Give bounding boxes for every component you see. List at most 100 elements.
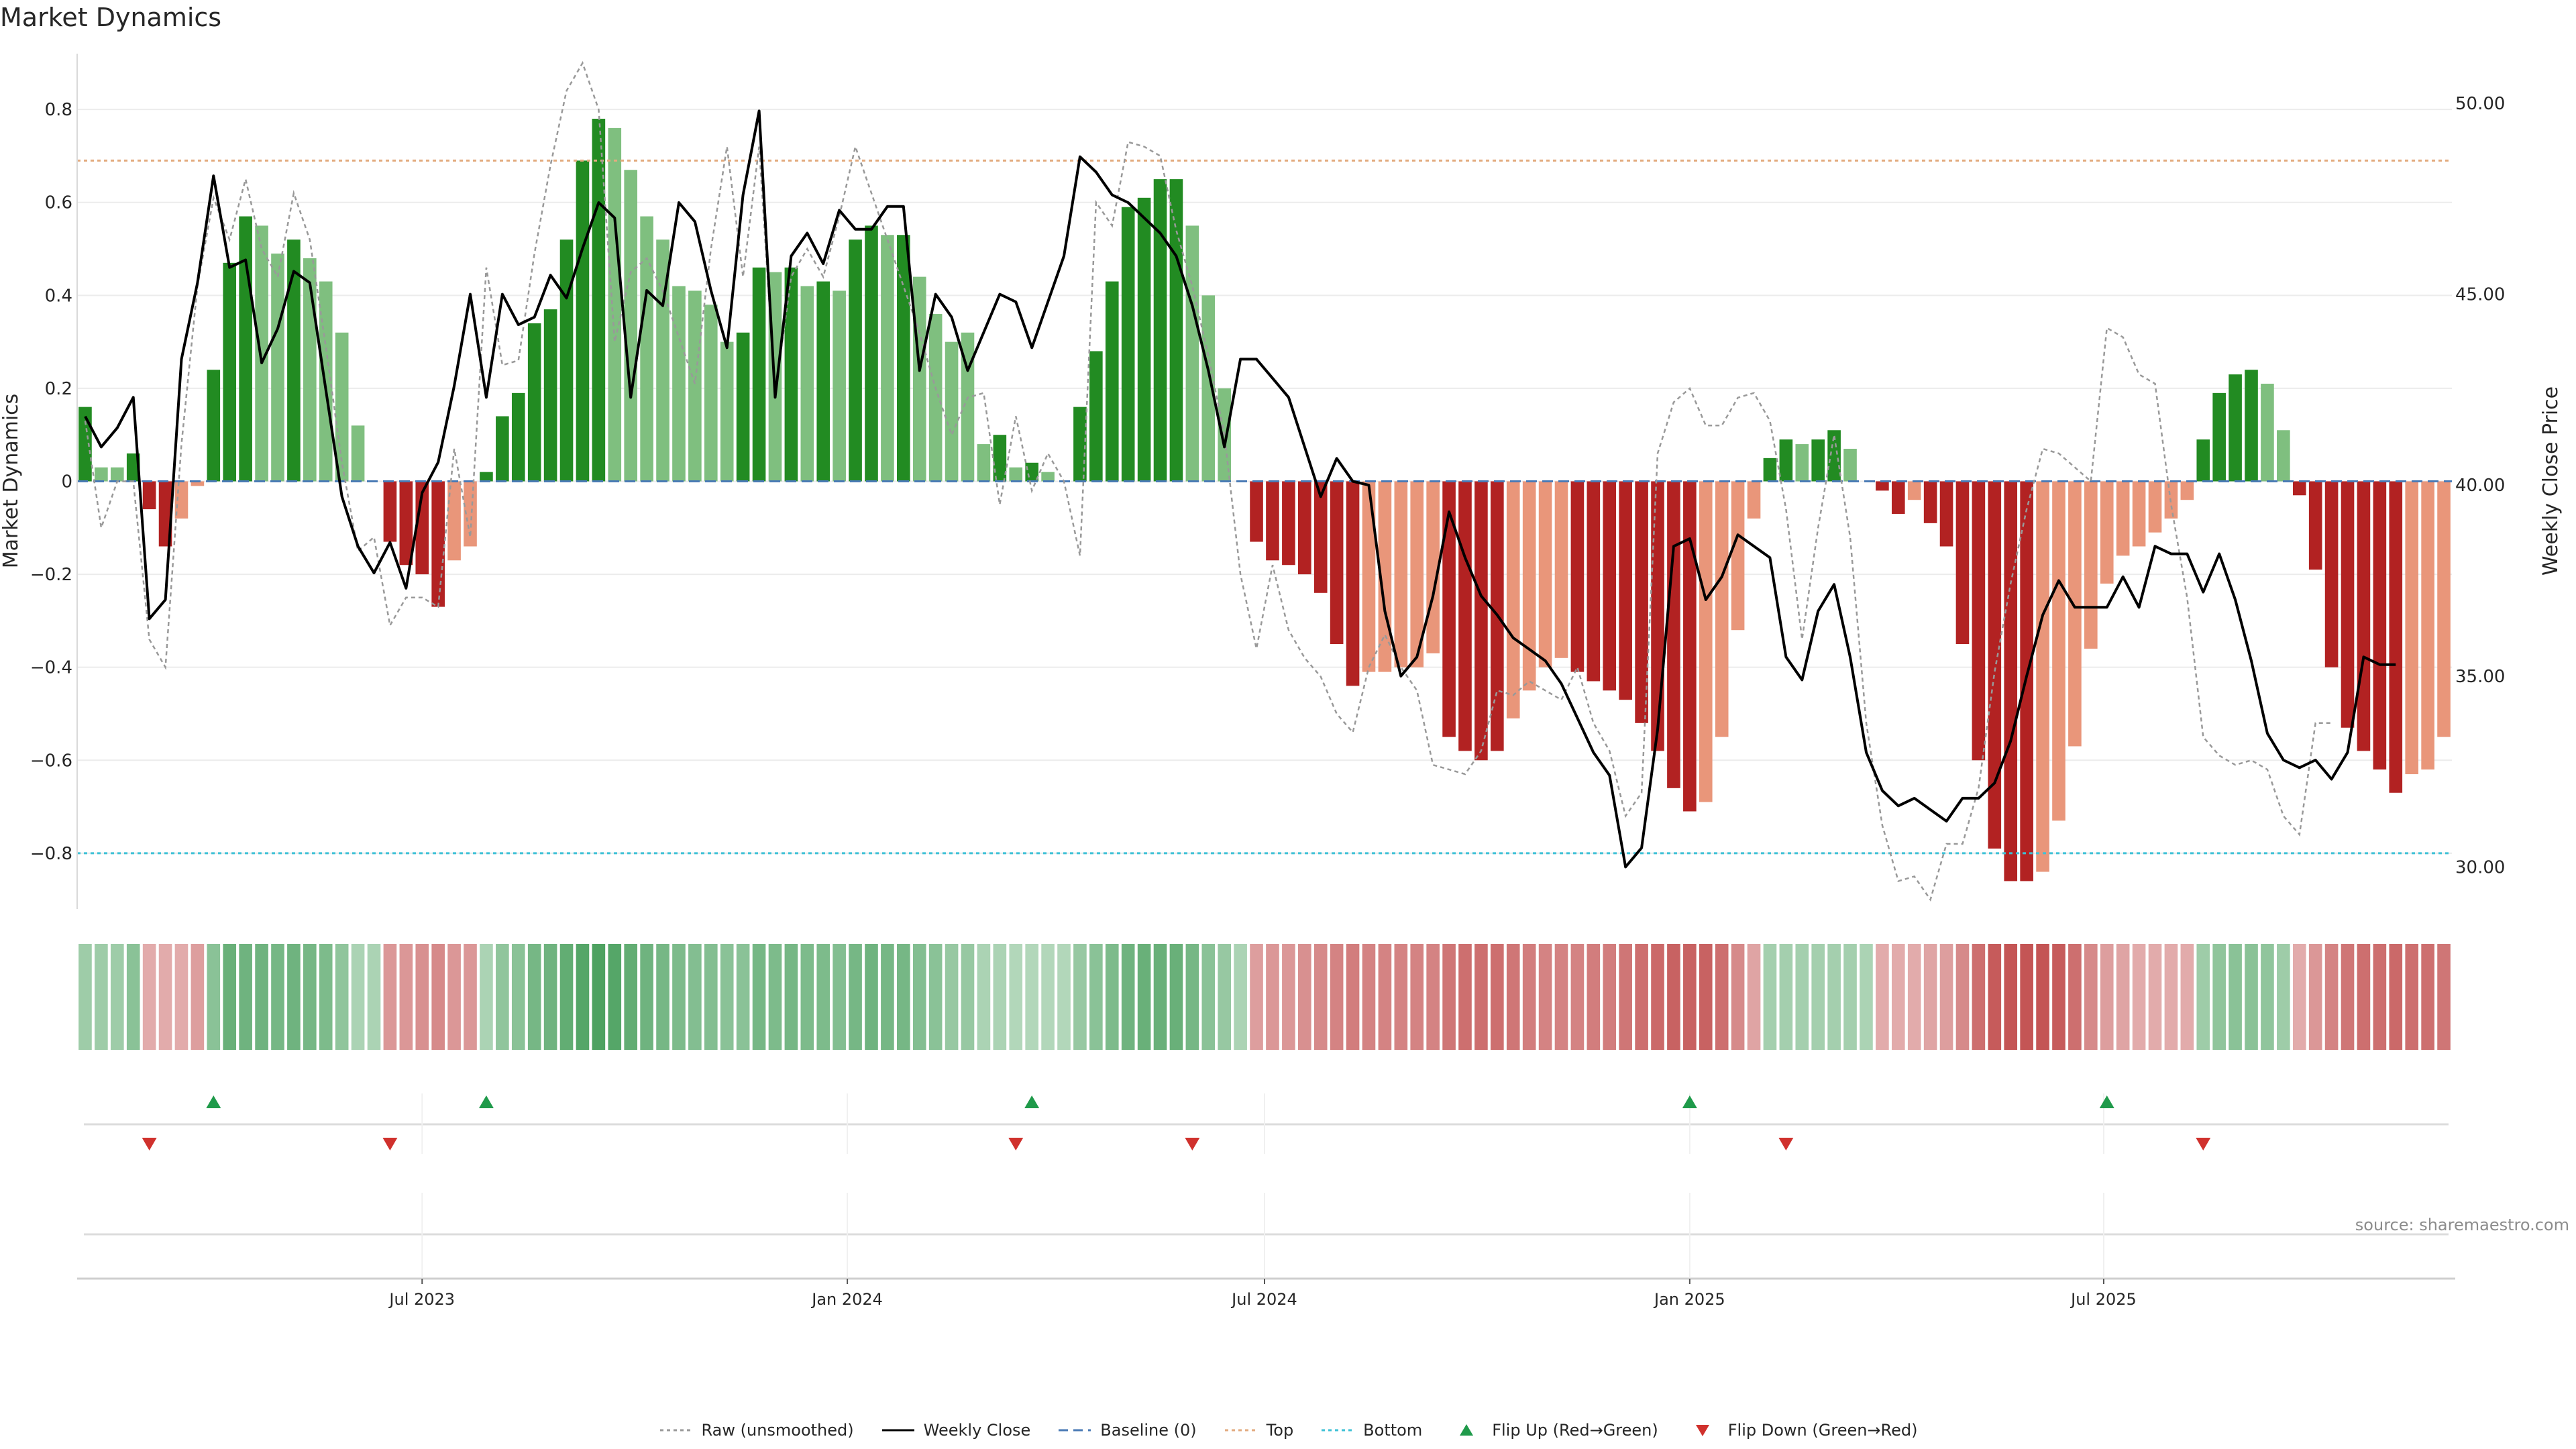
regime-band-cell	[752, 944, 766, 1050]
regime-band-cell	[1137, 944, 1151, 1050]
dynamics-bar	[1988, 481, 2002, 849]
regime-band-cell	[399, 944, 413, 1050]
raw-series	[84, 60, 2332, 902]
dynamics-bar	[255, 225, 268, 482]
dynamics-bar	[1153, 179, 1167, 482]
regime-band-cell	[2180, 944, 2194, 1050]
regime-band-cell	[543, 944, 557, 1050]
dynamics-bar	[1250, 481, 1263, 542]
dynamics-bar	[816, 281, 830, 482]
dynamics-bar	[2229, 374, 2242, 482]
flip-down-marker	[382, 1138, 398, 1150]
regime-band-cell	[2116, 944, 2130, 1050]
dynamics-bar	[2068, 481, 2082, 747]
y-tick-label: −0.2	[30, 565, 72, 585]
regime-band-cell	[1121, 944, 1135, 1050]
dynamics-bar	[1185, 225, 1199, 482]
regime-band-cell	[945, 944, 959, 1050]
regime-band-cell	[464, 944, 477, 1050]
y2-tick-label: 30.00	[2455, 857, 2505, 877]
regime-band-cell	[624, 944, 638, 1050]
dynamics-bar	[1923, 481, 1937, 523]
regime-band-cell	[1988, 944, 2002, 1050]
regime-band-cell	[784, 944, 798, 1050]
dynamics-bar	[1876, 481, 1889, 491]
regime-band-cell	[2373, 944, 2387, 1050]
regime-band-cell	[1378, 944, 1392, 1050]
regime-band-cell	[1972, 944, 1986, 1050]
dynamics-bar	[1313, 481, 1328, 593]
dynamics-bars	[78, 119, 2451, 881]
regime-band-cell	[1105, 944, 1119, 1050]
legend-line-swatch	[1322, 1429, 1354, 1432]
regime-band-cell	[2261, 944, 2274, 1050]
dynamics-bar	[447, 481, 461, 561]
regime-band-cell	[1779, 944, 1793, 1050]
regime-band-cell	[239, 944, 252, 1050]
regime-band-cell	[1715, 944, 1729, 1050]
flip-down-marker	[142, 1138, 157, 1150]
regime-band-cell	[2100, 944, 2114, 1050]
y-tick-label: 0.4	[45, 286, 72, 306]
legend-item: Flip Up (Red→Green)	[1449, 1421, 1658, 1440]
regime-band-cell	[2277, 944, 2290, 1050]
dynamics-bar	[351, 425, 365, 482]
dynamics-bar	[1843, 448, 1857, 482]
legend-label: Raw (unsmoothed)	[701, 1421, 854, 1440]
legend-item: Raw (unsmoothed)	[659, 1421, 854, 1440]
legend-line-swatch	[1059, 1429, 1091, 1432]
regime-band-cell	[1763, 944, 1777, 1050]
dynamics-bar	[2052, 481, 2065, 821]
regime-band-cell	[480, 944, 493, 1050]
regime-band-cell	[1009, 944, 1023, 1050]
dynamics-bar	[2308, 481, 2322, 570]
legend-item: Baseline (0)	[1057, 1421, 1197, 1440]
regime-band-cell	[1876, 944, 1889, 1050]
regime-band-cell	[1458, 944, 1472, 1050]
dynamics-bar	[1506, 481, 1520, 718]
regime-band-cell	[2389, 944, 2403, 1050]
regime-band-cell	[2405, 944, 2419, 1050]
regime-band-cell	[1891, 944, 1905, 1050]
dynamics-bar	[1474, 481, 1488, 761]
dynamics-bar	[1041, 472, 1055, 482]
dynamics-bar	[1266, 481, 1279, 561]
regime-band-cell	[2292, 944, 2306, 1050]
flip-up-marker	[1024, 1095, 1040, 1108]
dynamics-bar	[1282, 481, 1295, 566]
regime-band-cell	[1522, 944, 1536, 1050]
dynamics-bar	[1458, 481, 1472, 751]
regime-band-cell	[1506, 944, 1520, 1050]
regime-band-cell	[816, 944, 830, 1050]
dynamics-bar	[961, 332, 975, 482]
regime-band-cell	[367, 944, 381, 1050]
dynamics-bar	[1201, 295, 1216, 482]
regime-band-cell	[849, 944, 862, 1050]
regime-band-cell	[640, 944, 653, 1050]
legend-label: Flip Up (Red→Green)	[1492, 1421, 1658, 1440]
dynamics-bar	[1603, 481, 1617, 691]
regime-band-cell	[303, 944, 317, 1050]
regime-band-cell	[1587, 944, 1601, 1050]
dynamics-bar	[2357, 481, 2371, 751]
dynamics-bar	[1554, 481, 1568, 658]
regime-band-cell	[223, 944, 237, 1050]
dynamics-bar	[142, 481, 156, 510]
regime-band-cell	[527, 944, 541, 1050]
regime-band-cell	[2132, 944, 2146, 1050]
regime-band-cell	[704, 944, 718, 1050]
regime-band-cell	[2341, 944, 2355, 1050]
x-tick-label: Jul 2023	[388, 1290, 455, 1309]
regime-band-cell	[2229, 944, 2242, 1050]
regime-band-cell	[142, 944, 156, 1050]
dynamics-bar	[110, 467, 124, 482]
regime-band-cell	[1201, 944, 1216, 1050]
y2-tick-label: 35.00	[2455, 667, 2505, 687]
regime-band-cell	[1250, 944, 1263, 1050]
regime-band-cell	[1923, 944, 1937, 1050]
dynamics-bar	[1699, 481, 1713, 802]
regime-band-cell	[1041, 944, 1055, 1050]
axes: −0.8 −0.6 −0.4 −0.2 0 0.2 0.4 0.6 0.8 30.00 35.00 4…	[0, 54, 2563, 909]
dynamics-bar	[2196, 439, 2210, 482]
dynamics-bar	[1410, 481, 1424, 667]
